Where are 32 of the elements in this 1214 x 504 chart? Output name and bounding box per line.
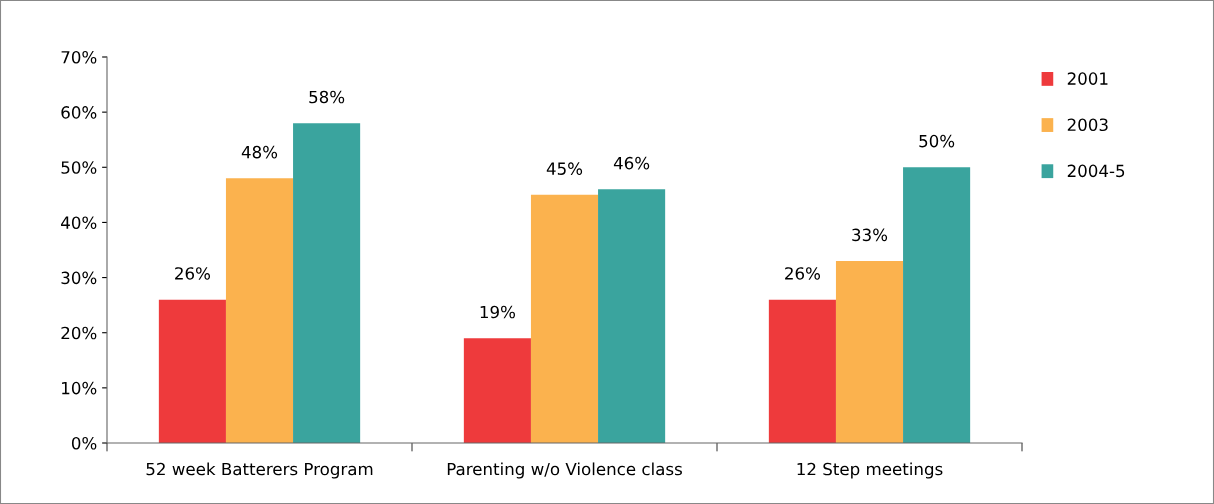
data-label: 58% bbox=[309, 90, 345, 104]
y-tick-label: 0% bbox=[71, 436, 97, 450]
bar bbox=[903, 167, 971, 443]
y-tick-label: 70% bbox=[61, 50, 97, 64]
y-tick-label: 40% bbox=[61, 216, 97, 229]
x-tick-label: 52 week Batterers Program bbox=[146, 462, 373, 479]
y-tick-label: 50% bbox=[61, 161, 97, 174]
y-tick-label: 60% bbox=[61, 106, 97, 119]
x-tick-label: 12 Step meetings bbox=[797, 462, 943, 479]
y-tick-label: 20% bbox=[61, 326, 97, 340]
data-label: 33% bbox=[852, 228, 888, 242]
data-label: 26% bbox=[785, 267, 820, 280]
legend-label: 2003 bbox=[1067, 118, 1108, 132]
legend-label: 2004-5 bbox=[1067, 164, 1125, 178]
data-label: 45% bbox=[546, 162, 583, 175]
bar bbox=[293, 123, 361, 443]
data-label: 48% bbox=[241, 145, 278, 159]
bar bbox=[835, 261, 904, 443]
x-tick-label: Parenting w/o Violence class bbox=[447, 462, 682, 479]
y-tick-label: 10% bbox=[62, 381, 97, 395]
bar bbox=[530, 194, 599, 443]
data-label: 46% bbox=[613, 156, 650, 170]
bar bbox=[768, 299, 836, 443]
bar bbox=[158, 299, 226, 443]
y-tick-label: 30% bbox=[61, 271, 97, 285]
data-label: 50% bbox=[919, 134, 955, 148]
bar bbox=[225, 178, 294, 443]
bar bbox=[463, 338, 531, 443]
bar bbox=[598, 189, 666, 443]
data-label: 19% bbox=[480, 305, 515, 319]
legend-label: 2001 bbox=[1067, 72, 1108, 85]
data-label: 26% bbox=[175, 267, 210, 280]
